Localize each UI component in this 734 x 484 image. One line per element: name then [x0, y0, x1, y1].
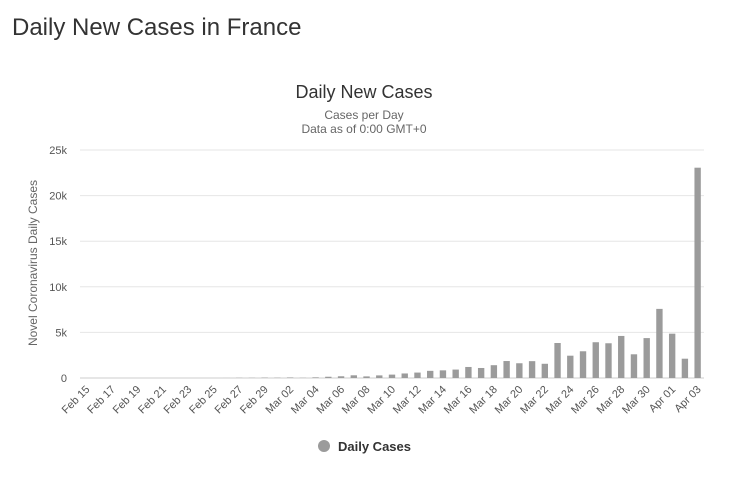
chart-subtitle-line-2: Data as of 0:00 GMT+0 [301, 122, 426, 136]
bar-mar-05[interactable] [325, 377, 331, 378]
bar-mar-23[interactable] [554, 343, 560, 378]
x-tick-label: Mar 30 [620, 384, 653, 417]
y-tick-label: 5k [55, 327, 67, 339]
legend[interactable]: Daily Cases [318, 439, 411, 454]
bar-mar-14[interactable] [440, 370, 446, 378]
bar-mar-28[interactable] [618, 336, 624, 378]
bar-apr-02[interactable] [682, 359, 688, 378]
chart-title: Daily New Cases [295, 82, 432, 102]
y-tick-label: 0 [61, 373, 67, 385]
bar-mar-20[interactable] [516, 363, 522, 378]
chart-subtitle-line-1: Cases per Day [324, 108, 403, 122]
bar-mar-15[interactable] [452, 370, 458, 378]
bar-mar-18[interactable] [491, 365, 497, 378]
bar-mar-11[interactable] [402, 373, 408, 378]
bar-mar-06[interactable] [338, 376, 344, 378]
y-tick-label: 20k [49, 191, 67, 203]
bar-mar-12[interactable] [414, 373, 420, 378]
bar-mar-07[interactable] [351, 375, 357, 378]
bar-mar-26[interactable] [593, 342, 599, 378]
bar-mar-22[interactable] [542, 364, 548, 378]
bar-mar-29[interactable] [631, 354, 637, 378]
bar-mar-25[interactable] [580, 351, 586, 378]
bar-apr-01[interactable] [669, 334, 675, 378]
bar-mar-09[interactable] [376, 375, 382, 378]
bar-apr-03[interactable] [694, 168, 700, 378]
bar-mar-08[interactable] [363, 376, 369, 378]
x-tick-label: Apr 03 [672, 384, 703, 415]
legend-marker-daily-cases[interactable] [318, 440, 330, 452]
bar-mar-21[interactable] [529, 361, 535, 378]
y-tick-label: 15k [49, 236, 67, 248]
bar-mar-16[interactable] [465, 367, 471, 378]
bar-mar-13[interactable] [427, 371, 433, 378]
legend-label-daily-cases[interactable]: Daily Cases [338, 439, 411, 454]
bar-mar-19[interactable] [503, 361, 509, 378]
y-axis-ticks: 0 5k 10k 15k 20k 25k [49, 145, 67, 385]
bar-mar-24[interactable] [567, 356, 573, 378]
bar-mar-17[interactable] [478, 368, 484, 378]
y-tick-label: 10k [49, 282, 67, 294]
bar-mar-30[interactable] [644, 338, 650, 378]
bar-mar-27[interactable] [605, 343, 611, 378]
y-axis-title: Novel Coronavirus Daily Cases [26, 180, 40, 346]
bar-mar-02[interactable] [287, 377, 293, 378]
bar-mar-04[interactable] [312, 377, 318, 378]
bar-mar-10[interactable] [389, 375, 395, 378]
bars [223, 168, 701, 378]
y-tick-label: 25k [49, 145, 67, 157]
bar-mar-31[interactable] [656, 309, 662, 378]
x-tick-label: Apr 01 [647, 384, 678, 415]
